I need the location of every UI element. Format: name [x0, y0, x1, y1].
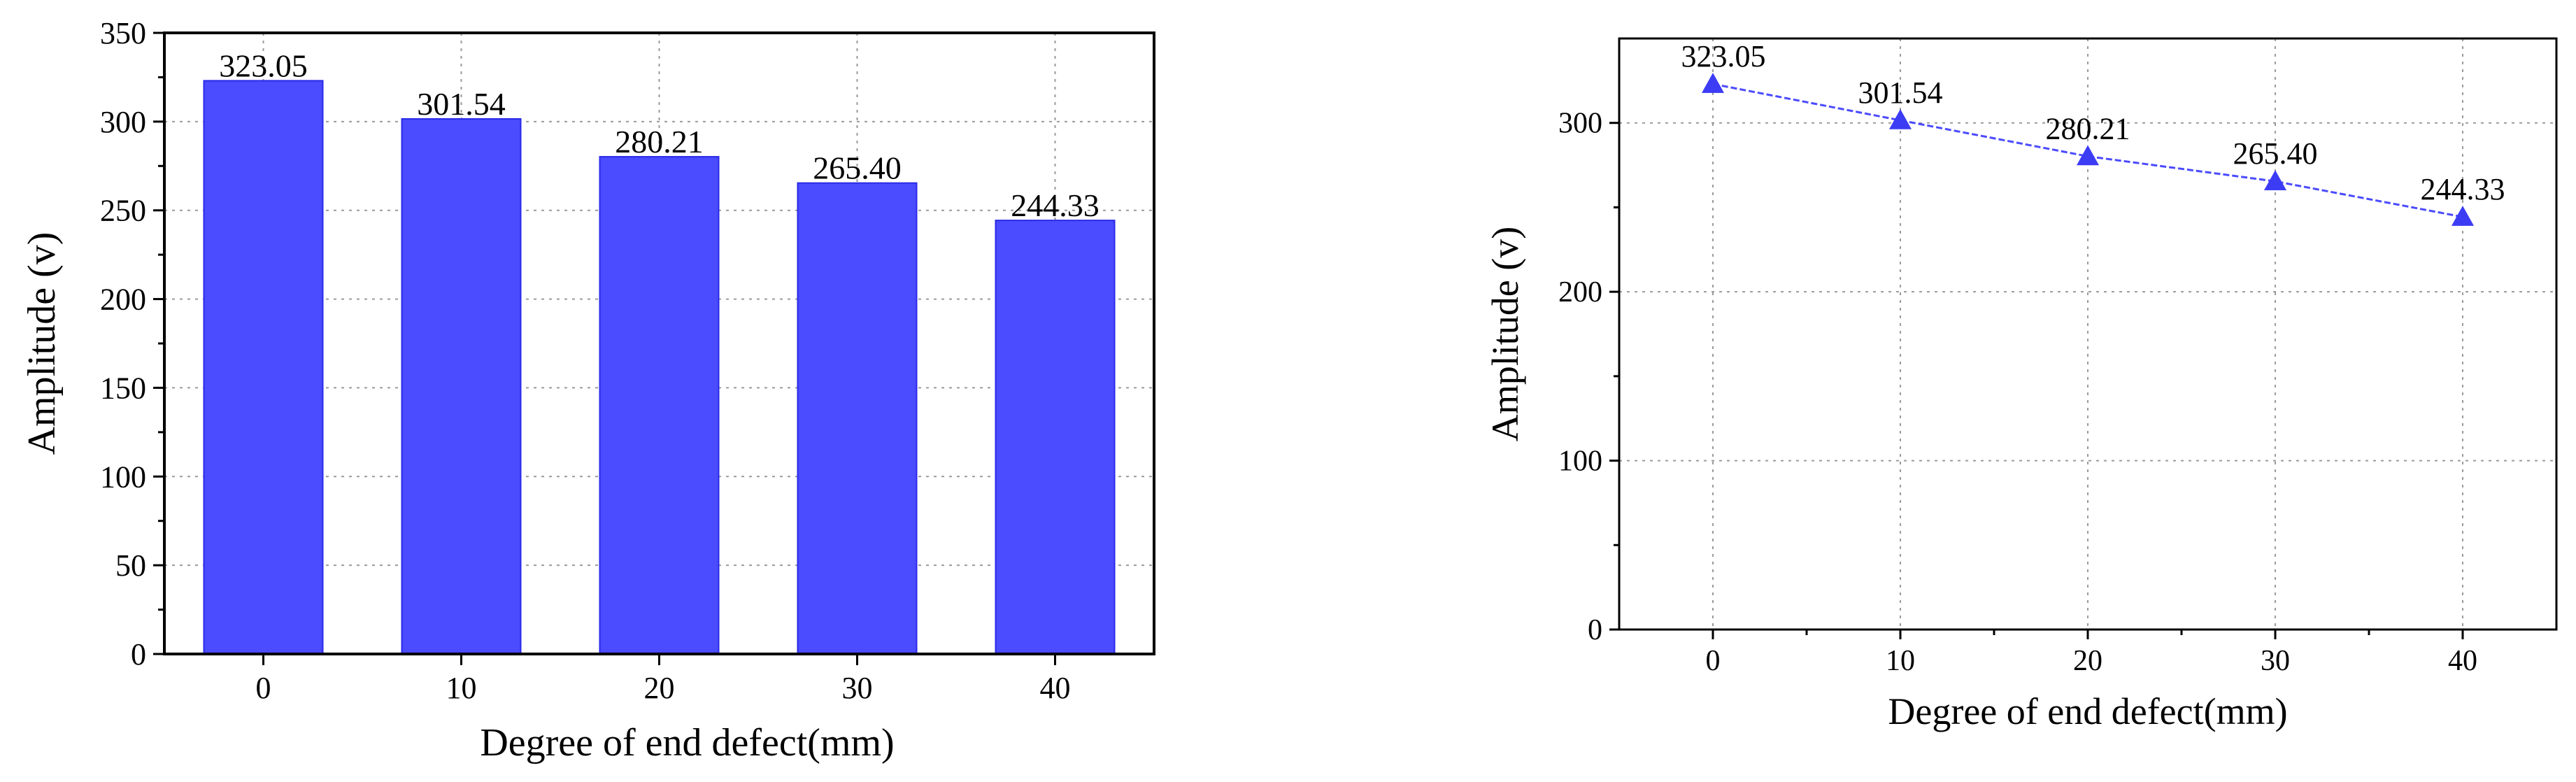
data-label: 301.54 [1858, 76, 1943, 110]
data-label: 280.21 [2046, 111, 2130, 145]
bar [203, 80, 324, 655]
x-tick-label: 0 [256, 671, 271, 705]
x-tick-label: 30 [2261, 645, 2290, 677]
triangle-marker [1889, 108, 1912, 129]
y-tick-label: 0 [1588, 614, 1602, 646]
x-axis-title: Degree of end defect(mm) [480, 721, 894, 765]
y-tick-label: 200 [1558, 276, 1602, 308]
triangle-marker [2264, 170, 2286, 191]
data-label: 244.33 [2421, 172, 2505, 206]
bar [401, 118, 522, 655]
y-tick-label: 200 [100, 283, 146, 317]
y-tick-label: 150 [100, 371, 146, 405]
x-tick-label: 10 [446, 671, 477, 705]
data-label: 265.40 [813, 150, 902, 186]
triangle-marker [2452, 206, 2474, 226]
y-tick-label: 50 [115, 548, 146, 583]
y-tick-label: 0 [131, 637, 146, 671]
x-axis-title: Degree of end defect(mm) [1888, 690, 2287, 732]
y-axis-title: Amplitude (v) [20, 232, 64, 455]
y-tick-label: 250 [100, 194, 146, 228]
y-tick-label: 100 [1558, 446, 1602, 478]
x-tick-label: 20 [2073, 645, 2102, 677]
y-tick-label: 100 [100, 460, 146, 494]
y-tick-label: 300 [100, 105, 146, 139]
bar-chart: 0 50 100 150 200 250 300 350 0 10 20 30 40 323.05 301.… [20, 16, 1155, 765]
data-label: 244.33 [1011, 187, 1100, 223]
data-label: 323.05 [1681, 39, 1766, 73]
triangle-marker [2077, 145, 2099, 166]
y-axis-title: Amplitude (v) [1484, 227, 1526, 441]
x-tick-label: 10 [1886, 645, 1915, 677]
data-label: 323.05 [219, 48, 308, 83]
line-chart: 0 100 200 300 0 10 20 30 40 323.05 301.54 280.21 265… [1484, 37, 2558, 732]
data-label: 280.21 [615, 124, 704, 159]
y-tick-label: 350 [100, 16, 146, 50]
y-tick-label: 300 [1558, 108, 1602, 140]
x-tick-label: 30 [842, 671, 873, 705]
data-label: 265.40 [2233, 136, 2318, 171]
x-tick-label: 0 [1706, 645, 1721, 677]
triangle-marker [1702, 73, 1724, 93]
x-tick-label: 20 [644, 671, 675, 705]
bar [599, 156, 720, 655]
bar [995, 220, 1116, 655]
data-label: 301.54 [417, 86, 506, 122]
x-tick-label: 40 [1040, 671, 1071, 705]
x-tick-label: 40 [2448, 645, 2477, 677]
bar [797, 182, 918, 655]
